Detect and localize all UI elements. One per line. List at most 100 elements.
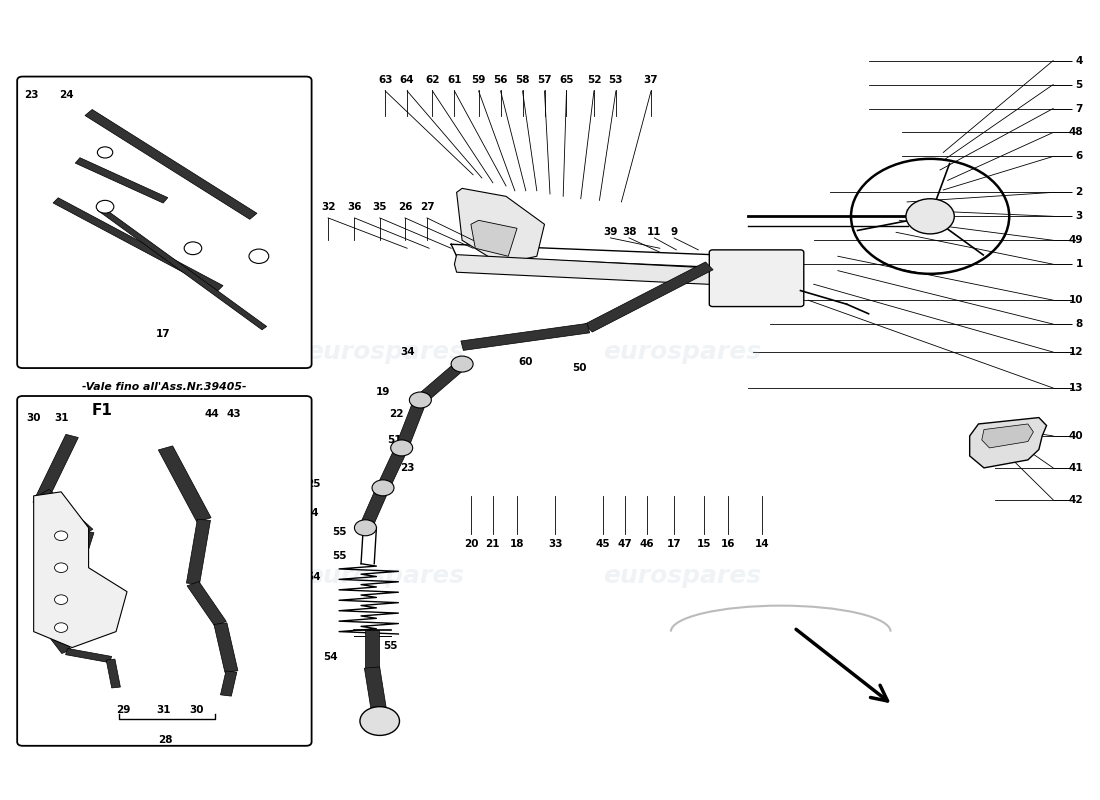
Text: 17: 17 <box>156 329 170 338</box>
Circle shape <box>98 147 113 158</box>
Text: 34: 34 <box>400 347 415 357</box>
Text: 31: 31 <box>54 413 68 422</box>
Circle shape <box>55 623 68 632</box>
FancyBboxPatch shape <box>710 250 804 306</box>
Polygon shape <box>377 446 408 490</box>
Circle shape <box>372 480 394 496</box>
Text: eurospares: eurospares <box>306 564 464 588</box>
Text: 64: 64 <box>400 74 415 85</box>
Text: 61: 61 <box>448 74 462 85</box>
Text: 56: 56 <box>493 74 508 85</box>
Text: 22: 22 <box>389 410 404 419</box>
Polygon shape <box>33 434 78 506</box>
Text: 3: 3 <box>1076 211 1082 222</box>
Text: 47: 47 <box>617 538 632 549</box>
Text: 39: 39 <box>603 227 617 238</box>
Polygon shape <box>471 220 517 256</box>
Text: eurospares: eurospares <box>603 564 761 588</box>
Text: 30: 30 <box>189 705 204 715</box>
Polygon shape <box>35 582 77 618</box>
Text: 19: 19 <box>376 387 390 397</box>
Text: 5: 5 <box>1076 79 1082 90</box>
Polygon shape <box>41 490 92 534</box>
Circle shape <box>249 249 268 263</box>
Polygon shape <box>416 361 468 403</box>
Text: 58: 58 <box>515 74 530 85</box>
Polygon shape <box>158 446 211 522</box>
Text: 11: 11 <box>647 227 661 238</box>
Polygon shape <box>461 323 590 350</box>
Polygon shape <box>186 519 210 584</box>
Circle shape <box>55 563 68 573</box>
Text: 36: 36 <box>348 202 362 212</box>
Text: 2: 2 <box>1076 187 1082 198</box>
Text: 42: 42 <box>1068 495 1082 505</box>
Polygon shape <box>395 398 427 450</box>
Polygon shape <box>970 418 1046 468</box>
Polygon shape <box>187 582 227 626</box>
Text: -Vale fino all'Ass.Nr.39405-: -Vale fino all'Ass.Nr.39405- <box>82 382 246 392</box>
Circle shape <box>184 242 201 254</box>
Text: 28: 28 <box>158 735 173 746</box>
Text: 10: 10 <box>1068 295 1082 305</box>
Polygon shape <box>360 486 389 530</box>
Polygon shape <box>67 531 94 585</box>
Polygon shape <box>454 254 794 288</box>
Polygon shape <box>213 623 238 672</box>
Polygon shape <box>982 424 1033 448</box>
Text: 55: 55 <box>332 550 346 561</box>
Circle shape <box>451 356 473 372</box>
Text: 62: 62 <box>426 74 440 85</box>
Text: 7: 7 <box>1076 103 1082 114</box>
Polygon shape <box>584 262 713 332</box>
Polygon shape <box>66 649 111 662</box>
Text: 50: 50 <box>572 363 587 373</box>
Text: 52: 52 <box>586 74 602 85</box>
FancyBboxPatch shape <box>18 396 311 746</box>
Text: 31: 31 <box>156 705 170 715</box>
Text: 1: 1 <box>1076 259 1082 270</box>
Text: 51: 51 <box>387 435 402 445</box>
Text: 32: 32 <box>321 202 336 212</box>
Text: 15: 15 <box>696 538 711 549</box>
Polygon shape <box>364 667 387 716</box>
FancyBboxPatch shape <box>18 77 311 368</box>
Text: 65: 65 <box>559 74 574 85</box>
Text: eurospares: eurospares <box>603 340 761 364</box>
Text: 14: 14 <box>755 538 769 549</box>
Polygon shape <box>365 630 378 667</box>
Text: 13: 13 <box>1068 383 1082 393</box>
Polygon shape <box>85 110 257 219</box>
Circle shape <box>390 440 412 456</box>
Text: 55: 55 <box>332 526 346 537</box>
Text: 24: 24 <box>59 90 74 100</box>
Text: 35: 35 <box>373 202 387 212</box>
Text: 41: 41 <box>1068 463 1082 473</box>
Polygon shape <box>220 671 236 696</box>
Text: 12: 12 <box>1068 347 1082 357</box>
Text: 9: 9 <box>671 227 678 238</box>
Text: 16: 16 <box>720 538 735 549</box>
Polygon shape <box>34 614 72 654</box>
Text: 40: 40 <box>1068 431 1082 441</box>
Text: 43: 43 <box>227 409 241 418</box>
Text: 49: 49 <box>1068 235 1082 246</box>
Text: 30: 30 <box>26 413 41 422</box>
Polygon shape <box>53 198 223 290</box>
Text: 18: 18 <box>509 538 525 549</box>
Text: 29: 29 <box>117 705 131 715</box>
Text: 57: 57 <box>537 74 552 85</box>
Circle shape <box>409 392 431 408</box>
Text: 45: 45 <box>595 538 610 549</box>
Text: 59: 59 <box>472 74 486 85</box>
Text: 17: 17 <box>667 538 682 549</box>
Text: 63: 63 <box>378 74 393 85</box>
Text: 46: 46 <box>639 538 654 549</box>
Text: 21: 21 <box>485 538 501 549</box>
Text: -Valid till Ass.Nr.39405-: -Valid till Ass.Nr.39405- <box>92 402 235 412</box>
Text: 23: 23 <box>24 90 38 100</box>
Text: 4: 4 <box>1076 55 1082 66</box>
Text: 54: 54 <box>305 509 319 518</box>
Text: 20: 20 <box>464 538 478 549</box>
Text: F1: F1 <box>91 402 112 418</box>
